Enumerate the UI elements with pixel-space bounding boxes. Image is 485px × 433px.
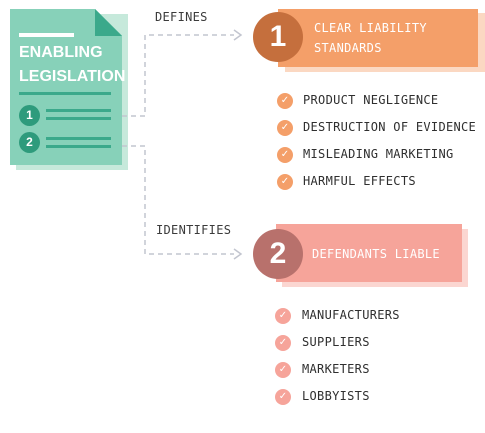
check-icon: ✓ bbox=[277, 93, 293, 109]
list-item: MISLEADING MARKETING bbox=[303, 147, 454, 161]
list-item: HARMFUL EFFECTS bbox=[303, 174, 416, 188]
section-1-number-badge: 1 bbox=[253, 12, 303, 62]
document-item-badge-2: 2 bbox=[19, 132, 40, 153]
list-item: DESTRUCTION OF EVIDENCE bbox=[303, 120, 477, 134]
list-item: MANUFACTURERS bbox=[302, 308, 400, 322]
document-title-line-2: LEGISLATION bbox=[19, 68, 126, 85]
connector-defines bbox=[122, 34, 234, 117]
list-item: MARKETERS bbox=[302, 362, 370, 376]
check-icon: ✓ bbox=[275, 389, 291, 405]
document-item-line bbox=[46, 145, 111, 148]
connector-identifies bbox=[122, 145, 234, 255]
document-item-line bbox=[46, 137, 111, 140]
check-icon: ✓ bbox=[277, 120, 293, 136]
document-item-badge-1: 1 bbox=[19, 105, 40, 126]
check-icon: ✓ bbox=[277, 174, 293, 190]
section-2-title: DEFENDANTS LIABLE bbox=[312, 247, 440, 261]
arrow-right-icon bbox=[233, 29, 243, 41]
connector-label-identifies: IDENTIFIES bbox=[156, 223, 232, 237]
check-icon: ✓ bbox=[275, 308, 291, 324]
section-1-title-line-1: CLEAR LIABILITY bbox=[314, 21, 427, 35]
document-separator bbox=[19, 92, 111, 95]
section-1-title: CLEAR LIABILITY STANDARDS bbox=[314, 18, 427, 58]
section-2-number-badge: 2 bbox=[253, 229, 303, 279]
list-item: LOBBYISTS bbox=[302, 389, 370, 403]
document-title: ENABLING LEGISLATION bbox=[19, 41, 126, 89]
check-icon: ✓ bbox=[275, 362, 291, 378]
document-item-line bbox=[46, 109, 111, 112]
list-item: SUPPLIERS bbox=[302, 335, 370, 349]
section-1-header: CLEAR LIABILITY STANDARDS bbox=[278, 9, 478, 67]
document-title-line-1: ENABLING bbox=[19, 44, 103, 61]
list-item: PRODUCT NEGLIGENCE bbox=[303, 93, 439, 107]
connector-label-defines: DEFINES bbox=[155, 10, 208, 24]
arrow-right-icon bbox=[233, 248, 243, 260]
check-icon: ✓ bbox=[275, 335, 291, 351]
document-item-line bbox=[46, 117, 111, 120]
section-2-header: DEFENDANTS LIABLE bbox=[276, 224, 462, 282]
document-top-line bbox=[19, 33, 74, 37]
section-1-title-line-2: STANDARDS bbox=[314, 41, 382, 55]
check-icon: ✓ bbox=[277, 147, 293, 163]
